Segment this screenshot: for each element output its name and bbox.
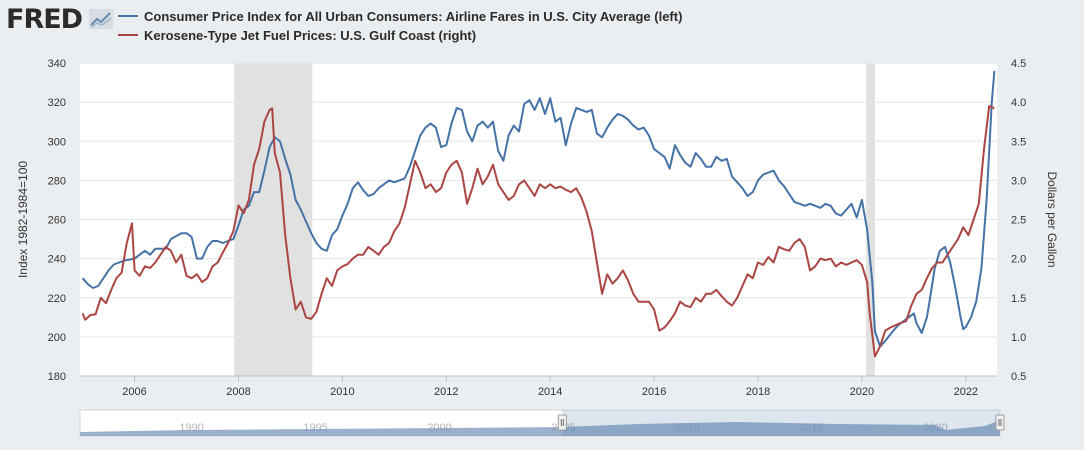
navigator-handle-right[interactable] <box>995 414 1005 431</box>
x-tick-label: 2006 <box>122 386 146 398</box>
y-left-tick-label: 240 <box>48 254 66 266</box>
y-right-tick-label: 3.5 <box>1011 136 1026 148</box>
y-right-tick-label: 0.5 <box>1011 371 1026 383</box>
chart-header: FRED Consumer Price Index for All Urban … <box>0 0 1084 60</box>
y-right-tick-label: 1.5 <box>1011 293 1026 305</box>
y-right-tick-label: 3.0 <box>1011 175 1026 187</box>
y-right-tick-label: 2.0 <box>1011 254 1026 266</box>
x-tick-label: 2008 <box>226 386 250 398</box>
fred-logo[interactable]: FRED <box>6 4 83 35</box>
x-tick-label: 2016 <box>642 386 666 398</box>
x-tick-label: 2020 <box>850 386 874 398</box>
y-left-tick-label: 340 <box>48 58 66 70</box>
y-left-tick-label: 200 <box>48 332 66 344</box>
y-left-tick-label: 300 <box>48 136 66 148</box>
y-left-tick-label: 180 <box>48 371 66 383</box>
y-right-axis-label: Dollars per Gallon <box>1045 171 1059 267</box>
y-left-tick-label: 320 <box>48 97 66 109</box>
y-right-tick-label: 2.5 <box>1011 215 1026 227</box>
x-tick-label: 2012 <box>434 386 458 398</box>
y-right-tick-label: 1.0 <box>1011 332 1026 344</box>
x-tick-label: 2018 <box>746 386 770 398</box>
legend-swatch-blue <box>118 14 138 17</box>
series-line-jet-fuel <box>81 105 995 358</box>
y-right-tick-label: 4.5 <box>1011 58 1026 70</box>
legend-swatch-red <box>118 33 138 36</box>
trend-line-icon <box>89 9 113 29</box>
y-left-tick-label: 280 <box>48 175 66 187</box>
line-chart[interactable]: 180 200 220 240 260 280 300 320 340 0.5 1.0 1.5 2.0 2… <box>0 0 1084 405</box>
y-left-tick-label: 260 <box>48 215 66 227</box>
series-line-airline-fares <box>81 70 996 348</box>
x-tick-label: 2010 <box>330 386 354 398</box>
navigator-selection[interactable] <box>562 410 1000 436</box>
y-right-tick-label: 4.0 <box>1011 97 1026 109</box>
legend-item-jet-fuel[interactable]: Kerosene-Type Jet Fuel Prices: U.S. Gulf… <box>118 28 476 46</box>
navigator-area <box>80 420 1000 436</box>
y-left-tick-label: 220 <box>48 293 66 305</box>
navigator-handle-left[interactable] <box>557 414 567 431</box>
x-tick-label: 2014 <box>538 386 562 398</box>
legend-label: Kerosene-Type Jet Fuel Prices: U.S. Gulf… <box>144 28 477 43</box>
x-tick-label: 2022 <box>954 386 978 398</box>
y-left-axis-label: Index 1982-1984=100 <box>16 161 30 278</box>
legend-item-airline-fares[interactable]: Consumer Price Index for All Urban Consu… <box>118 9 682 27</box>
legend-label: Consumer Price Index for All Urban Consu… <box>144 9 683 24</box>
